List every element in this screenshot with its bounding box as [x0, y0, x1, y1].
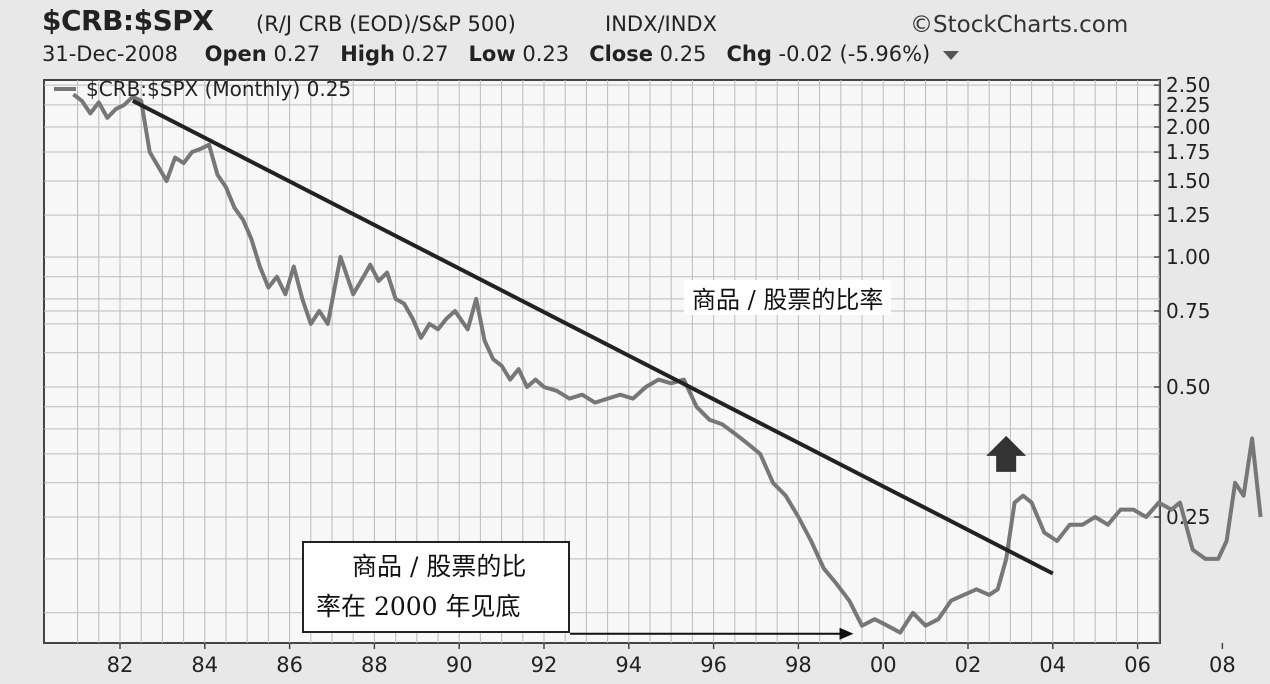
y-tick-label: 1.75	[1166, 140, 1211, 164]
y-tick-label: 1.50	[1166, 169, 1211, 193]
x-tick-label: 06	[1124, 653, 1151, 677]
x-tick-label: 94	[615, 653, 642, 677]
plot-area	[43, 79, 1161, 644]
brand-logo: ©StockCharts.com	[910, 12, 1129, 38]
x-axis: 82 84 86 88 90 92 94 96 98 00 02 04 06 08	[107, 643, 1236, 677]
high-label: High	[340, 42, 395, 66]
y-tick-label: 1.00	[1166, 245, 1211, 269]
legend-label: $CRB:$SPX (Monthly) 0.25	[86, 77, 351, 101]
close-value: 0.25	[659, 42, 707, 66]
ratio-annotation: 商品 / 股票的比率	[684, 280, 892, 315]
dropdown-arrow-icon[interactable]	[942, 50, 959, 60]
chg-label: Chg	[726, 42, 772, 66]
x-tick-label: 96	[700, 653, 727, 677]
high-value: 0.27	[401, 42, 449, 66]
x-tick-label: 82	[107, 653, 134, 677]
x-tick-label: 90	[446, 653, 473, 677]
ohlc-bar: 31-Dec-2008 Open 0.27 High 0.27 Low 0.23…	[42, 42, 959, 66]
y-tick-label: 2.50	[1166, 73, 1211, 97]
x-tick-label: 00	[870, 653, 897, 677]
callout-line-1: 商品 / 股票的比	[352, 552, 527, 581]
callout-line-2: 率在 2000 年见底	[316, 592, 521, 621]
low-value: 0.23	[522, 42, 570, 66]
y-axis: 0.250.500.751.001.251.501.752.002.252.50	[1154, 73, 1211, 529]
symbol-title: $CRB:$SPX	[42, 4, 214, 37]
x-tick-label: 04	[1039, 653, 1066, 677]
grid-lines	[44, 80, 1160, 643]
close-label: Close	[589, 42, 653, 66]
x-tick-label: 84	[191, 653, 218, 677]
x-tick-label: 88	[361, 653, 388, 677]
x-tick-label: 92	[531, 653, 558, 677]
up-arrow-icon	[986, 435, 1027, 472]
open-value: 0.27	[273, 42, 321, 66]
x-tick-label: 86	[276, 653, 303, 677]
chart-header: $CRB:$SPX (R/J CRB (EOD)/S&P 500) INDX/I…	[0, 0, 1270, 80]
x-tick-label: 08	[1209, 653, 1236, 677]
callout-box: 商品 / 股票的比 率在 2000 年见底	[302, 541, 570, 633]
symbol-description: (R/J CRB (EOD)/S&P 500)	[256, 12, 516, 36]
y-tick-label: 0.50	[1166, 375, 1211, 399]
trend-line	[131, 99, 1054, 576]
callout-pointer	[570, 627, 854, 640]
chart-legend: $CRB:$SPX (Monthly) 0.25	[54, 77, 351, 101]
low-label: Low	[468, 42, 516, 66]
x-tick-label: 02	[955, 653, 982, 677]
index-type: INDX/INDX	[605, 12, 717, 36]
y-tick-label: 0.75	[1166, 299, 1211, 323]
chg-value: -0.02 (-5.96%)	[778, 42, 931, 66]
y-tick-label: 2.25	[1166, 93, 1211, 117]
pointer-arrowhead	[839, 627, 854, 640]
x-tick-label: 98	[785, 653, 812, 677]
y-tick-label: 2.00	[1166, 115, 1211, 139]
ratio-series-line	[72, 92, 1263, 635]
open-label: Open	[204, 42, 267, 66]
date-value: 31-Dec-2008	[42, 42, 178, 66]
y-tick-label: 1.25	[1166, 203, 1211, 227]
